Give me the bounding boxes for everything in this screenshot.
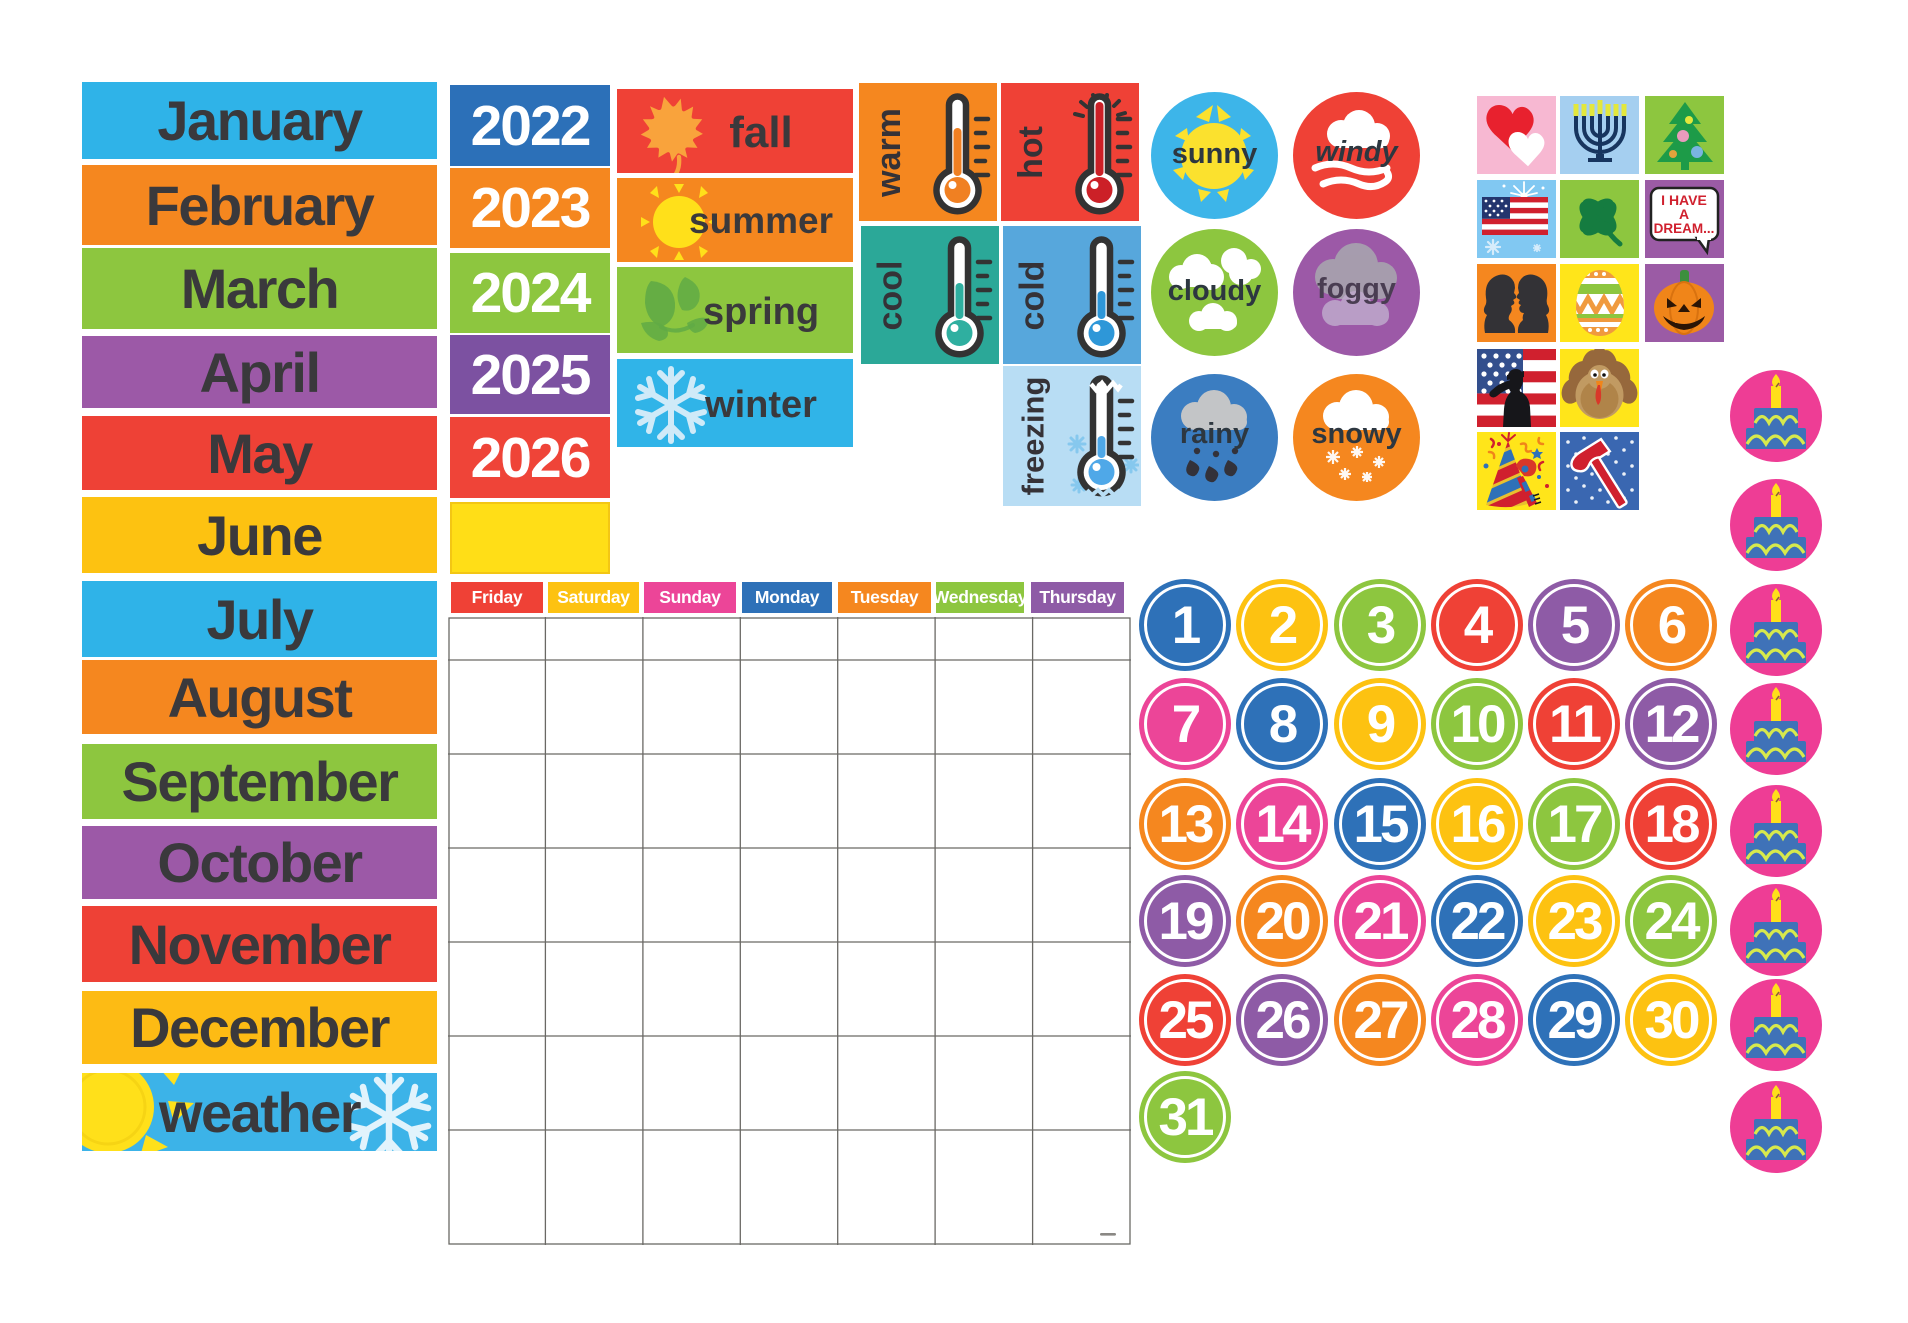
svg-text:DREAM...: DREAM... bbox=[1654, 221, 1715, 236]
svg-text:A: A bbox=[1679, 206, 1689, 222]
svg-text:I HAVE: I HAVE bbox=[1661, 192, 1707, 208]
